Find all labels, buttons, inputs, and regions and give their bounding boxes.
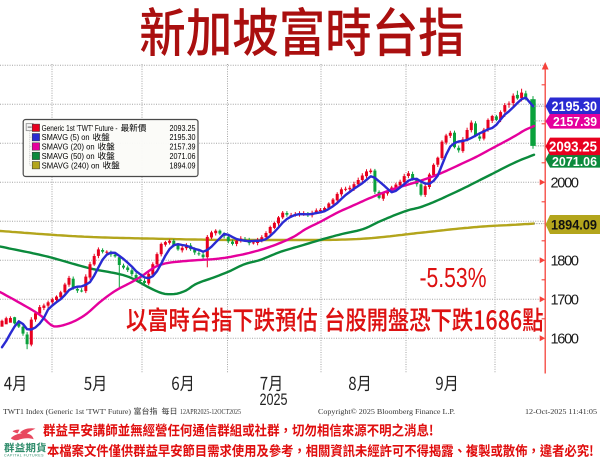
svg-text:SMAVG (20) on: SMAVG (20) on xyxy=(42,142,95,152)
svg-text:2000: 2000 xyxy=(551,175,580,191)
svg-text:12-Oct-2025 11:41:05: 12-Oct-2025 11:41:05 xyxy=(525,407,597,416)
svg-text:1800: 1800 xyxy=(551,253,580,269)
svg-text:2093.25: 2093.25 xyxy=(170,123,196,133)
svg-text:TWT1 Index (Generic 1st 'TWT': TWT1 Index (Generic 1st 'TWT' Future) xyxy=(3,407,132,416)
svg-text:SMAVG (5) on: SMAVG (5) on xyxy=(42,132,90,142)
svg-text:2071.06: 2071.06 xyxy=(170,151,196,161)
svg-text:2157.39: 2157.39 xyxy=(170,142,196,152)
svg-text:1894.09: 1894.09 xyxy=(551,217,597,232)
svg-text:-5.53%: -5.53% xyxy=(420,262,487,293)
svg-text:2025: 2025 xyxy=(260,391,288,409)
svg-text:1700: 1700 xyxy=(551,292,580,308)
svg-text:SMAVG (240) on: SMAVG (240) on xyxy=(42,160,100,170)
svg-text:CAPITAL FUTURES: CAPITAL FUTURES xyxy=(4,454,44,458)
svg-text:Generic 1st 'TWT' Future -: Generic 1st 'TWT' Future - xyxy=(42,123,118,133)
svg-text:Copyright© 2025 Bloomberg Fina: Copyright© 2025 Bloomberg Finance L.P. xyxy=(318,407,455,416)
svg-text:1600: 1600 xyxy=(551,331,580,347)
svg-text:2071.06: 2071.06 xyxy=(552,154,597,169)
svg-text:2195.30: 2195.30 xyxy=(170,132,196,142)
svg-text:2195.30: 2195.30 xyxy=(552,99,598,114)
svg-text:1894.09: 1894.09 xyxy=(170,160,196,170)
svg-text:SMAVG (50) on: SMAVG (50) on xyxy=(42,151,95,161)
svg-text:2093.25: 2093.25 xyxy=(549,140,597,156)
svg-text:2157.39: 2157.39 xyxy=(553,115,597,129)
svg-text:12APR2025-12OCT2025: 12APR2025-12OCT2025 xyxy=(180,407,241,416)
